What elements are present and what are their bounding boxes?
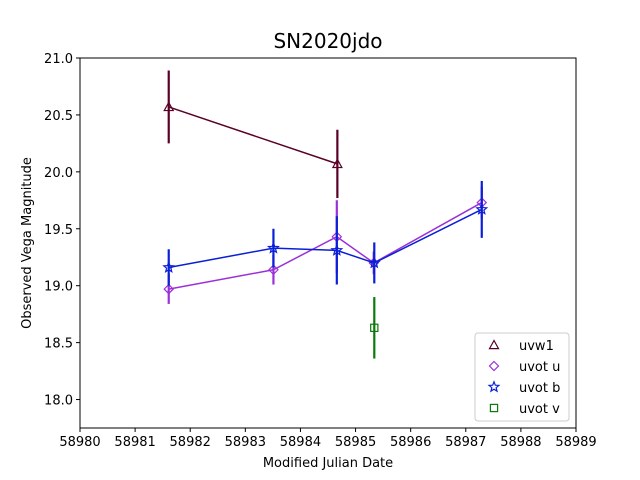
y-tick-label: 20.5 <box>44 109 73 124</box>
legend-marker <box>489 403 499 413</box>
series-uvw1 <box>163 70 343 199</box>
legend-item: uvot u <box>488 360 560 375</box>
data-point <box>475 202 489 215</box>
x-tick-label: 58980 <box>59 435 100 450</box>
y-tick-label: 19.0 <box>44 280 73 295</box>
y-tick-label: 18.0 <box>44 394 73 409</box>
data-point <box>268 264 279 276</box>
legend-label: uvw1 <box>519 339 554 354</box>
series-layer <box>162 70 489 359</box>
x-tick-label: 58985 <box>335 435 376 450</box>
legend-box <box>474 332 570 422</box>
y-tick-label: 20.0 <box>44 166 73 181</box>
chart-title: SN2020jdo <box>273 29 382 53</box>
y-axis: 18.0 18.5 19.0 19.5 20.0 20.5 21.0 <box>44 52 80 409</box>
plot-frame <box>79 57 577 429</box>
series-uvot-u <box>163 186 488 304</box>
y-tick-label: 19.5 <box>44 223 73 238</box>
data-point <box>370 323 379 333</box>
x-tick-label: 58988 <box>500 435 541 450</box>
x-tick-label: 58986 <box>390 435 431 450</box>
legend-marker <box>487 380 501 393</box>
legend-item: uvot b <box>487 380 560 396</box>
series-line <box>168 208 483 269</box>
legend-marker <box>488 360 500 372</box>
data-point <box>163 283 175 295</box>
data-point <box>331 158 343 169</box>
data-point <box>330 243 344 256</box>
y-tick-label: 21.0 <box>44 52 73 67</box>
x-tick-label: 58989 <box>555 435 596 450</box>
data-point <box>162 260 176 273</box>
x-axis-label: Modified Julian Date <box>263 456 393 471</box>
data-point <box>163 101 175 112</box>
data-point <box>367 256 381 269</box>
legend-item: uvot v <box>489 402 560 417</box>
y-tick-label: 18.5 <box>44 337 73 352</box>
x-tick-label: 58983 <box>225 435 266 450</box>
legend-label: uvot u <box>519 360 560 375</box>
x-tick-label: 58984 <box>280 435 321 450</box>
y-axis-label: Observed Vega Magnitude <box>20 157 35 329</box>
series-uvot-b <box>162 180 489 286</box>
data-point <box>266 241 280 254</box>
series-line <box>168 201 483 290</box>
legend-marker <box>488 339 500 350</box>
x-tick-label: 58981 <box>114 435 155 450</box>
legend-label: uvot v <box>519 402 560 417</box>
legend: uvw1 uvot u uvot b uvot v <box>474 332 570 422</box>
legend-item: uvw1 <box>488 339 554 354</box>
x-tick-label: 58982 <box>170 435 211 450</box>
x-tick-label: 58987 <box>445 435 486 450</box>
series-line <box>168 106 338 165</box>
legend-label: uvot b <box>519 381 560 396</box>
series-uvot-v <box>370 297 379 359</box>
x-axis: 58980 58981 58982 58983 58984 58985 58986 58987… <box>59 428 597 450</box>
